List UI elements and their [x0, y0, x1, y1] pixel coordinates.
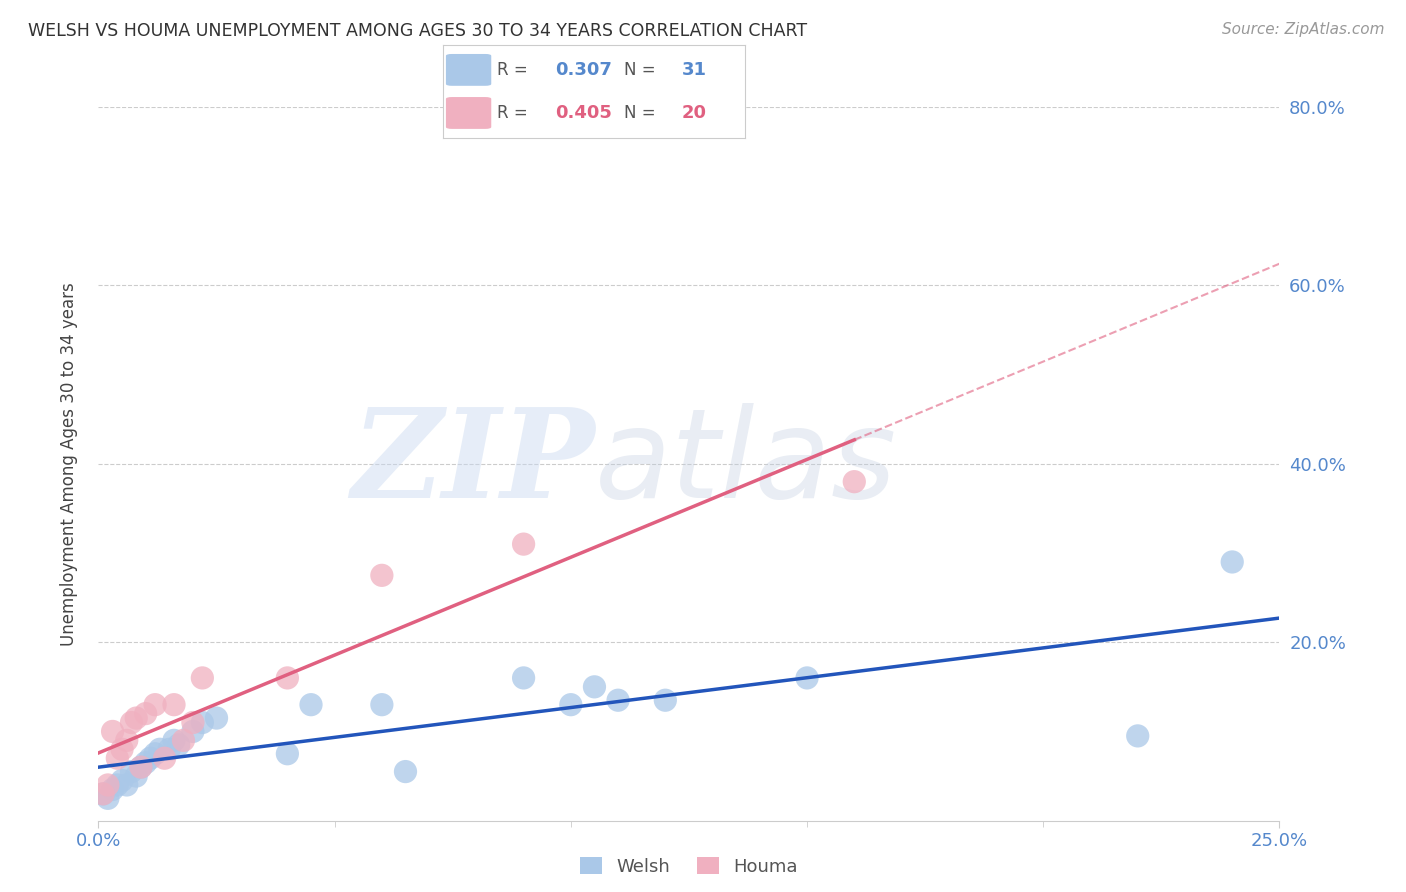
- Text: R =: R =: [498, 61, 533, 78]
- Point: [139, 751, 162, 765]
- Point: [276, 747, 298, 761]
- Point: [157, 742, 180, 756]
- Point: [143, 698, 166, 712]
- Point: [101, 782, 124, 797]
- Text: 0.307: 0.307: [555, 61, 612, 78]
- Point: [115, 778, 138, 792]
- Point: [191, 671, 214, 685]
- Point: [153, 751, 176, 765]
- Point: [91, 787, 114, 801]
- Point: [583, 680, 606, 694]
- Point: [163, 733, 186, 747]
- Point: [111, 773, 134, 788]
- Point: [111, 742, 134, 756]
- Point: [844, 475, 866, 489]
- Point: [512, 671, 534, 685]
- Point: [172, 733, 194, 747]
- Point: [181, 715, 204, 730]
- Point: [105, 751, 128, 765]
- Point: [191, 715, 214, 730]
- Text: 0.405: 0.405: [555, 104, 612, 122]
- Point: [163, 698, 186, 712]
- Point: [167, 738, 190, 752]
- Point: [135, 756, 157, 770]
- Point: [91, 787, 114, 801]
- Point: [1220, 555, 1243, 569]
- Y-axis label: Unemployment Among Ages 30 to 34 years: Unemployment Among Ages 30 to 34 years: [59, 282, 77, 646]
- Point: [115, 733, 138, 747]
- Legend: Welsh, Houma: Welsh, Houma: [572, 850, 806, 883]
- Point: [1126, 729, 1149, 743]
- FancyBboxPatch shape: [446, 54, 491, 86]
- Text: WELSH VS HOUMA UNEMPLOYMENT AMONG AGES 30 TO 34 YEARS CORRELATION CHART: WELSH VS HOUMA UNEMPLOYMENT AMONG AGES 3…: [28, 22, 807, 40]
- Point: [121, 764, 143, 779]
- Point: [796, 671, 818, 685]
- Point: [607, 693, 630, 707]
- Point: [125, 769, 148, 783]
- Text: 20: 20: [682, 104, 707, 122]
- Point: [129, 760, 152, 774]
- Point: [181, 724, 204, 739]
- Text: N =: N =: [624, 104, 661, 122]
- Point: [205, 711, 228, 725]
- Point: [654, 693, 676, 707]
- Point: [276, 671, 298, 685]
- Text: atlas: atlas: [595, 403, 897, 524]
- Text: 31: 31: [682, 61, 707, 78]
- Point: [125, 711, 148, 725]
- Point: [105, 778, 128, 792]
- Text: ZIP: ZIP: [350, 403, 595, 524]
- Point: [97, 778, 120, 792]
- Text: N =: N =: [624, 61, 661, 78]
- Point: [371, 698, 394, 712]
- FancyBboxPatch shape: [446, 97, 491, 129]
- Point: [129, 760, 152, 774]
- Text: R =: R =: [498, 104, 533, 122]
- Point: [135, 706, 157, 721]
- Point: [143, 747, 166, 761]
- Point: [371, 568, 394, 582]
- Point: [299, 698, 322, 712]
- Point: [560, 698, 582, 712]
- Text: Source: ZipAtlas.com: Source: ZipAtlas.com: [1222, 22, 1385, 37]
- Point: [97, 791, 120, 805]
- Point: [149, 742, 172, 756]
- Point: [394, 764, 416, 779]
- Point: [121, 715, 143, 730]
- Point: [101, 724, 124, 739]
- Point: [512, 537, 534, 551]
